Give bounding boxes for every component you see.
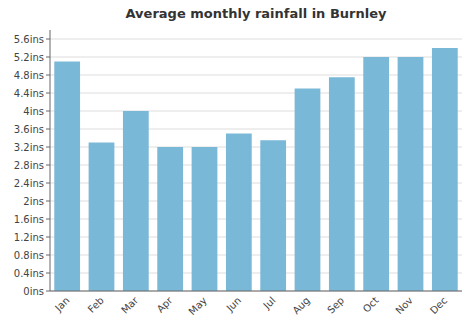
- tick-mark: [46, 147, 50, 148]
- tick-label: Feb: [86, 295, 106, 315]
- tick-label: Oct: [361, 295, 381, 315]
- grid-line: [50, 291, 462, 292]
- grid-line: [50, 39, 462, 40]
- tick-label: Sep: [325, 295, 346, 316]
- tick-mark: [46, 75, 50, 76]
- bar: [329, 77, 355, 291]
- tick-label: 1.6ins: [14, 214, 44, 225]
- tick-label: 0.4ins: [14, 268, 44, 279]
- tick-mark: [46, 273, 50, 274]
- tick-label: 2ins: [23, 196, 44, 207]
- tick-label: 4.8ins: [14, 70, 44, 81]
- tick-label: Mar: [119, 294, 141, 316]
- tick-mark: [46, 201, 50, 202]
- tick-mark: [46, 255, 50, 256]
- bar: [295, 89, 321, 292]
- chart: Average monthly rainfall in Burnley0ins0…: [0, 0, 474, 331]
- bar: [157, 147, 183, 291]
- tick-label: Nov: [393, 295, 415, 317]
- bar: [432, 48, 458, 291]
- bar: [192, 147, 218, 291]
- tick-label: Dec: [428, 295, 449, 316]
- tick-mark: [46, 183, 50, 184]
- chart-title: Average monthly rainfall in Burnley: [126, 6, 387, 21]
- y-axis: 0ins 0.4ins 0.8ins 1.2ins 1.6ins 2ins 2.4ins 2.…: [14, 34, 462, 297]
- tick-mark: [46, 93, 50, 94]
- tick-label: 0ins: [23, 286, 44, 297]
- tick-label: 5.2ins: [14, 52, 44, 63]
- tick-label: 1.2ins: [14, 232, 44, 243]
- tick-mark: [46, 57, 50, 58]
- x-axis: Jan Feb Mar Apr May Jun Jul Aug Sep Oct Nov Dec: [52, 294, 449, 317]
- x-axis-line: [50, 291, 462, 292]
- tick-mark: [46, 165, 50, 166]
- tick-label: 0.8ins: [14, 250, 44, 261]
- bar: [89, 143, 115, 292]
- tick-label: 2.4ins: [14, 178, 44, 189]
- tick-label: 4.4ins: [14, 88, 44, 99]
- tick-mark: [46, 111, 50, 112]
- bar: [123, 111, 149, 291]
- tick-mark: [46, 237, 50, 238]
- tick-mark: [46, 39, 50, 40]
- bar: [260, 140, 286, 291]
- chart-container: Average monthly rainfall in Burnley0ins0…: [0, 0, 474, 331]
- tick-mark: [46, 291, 50, 292]
- tick-label: 3.2ins: [14, 142, 44, 153]
- tick-label: Jul: [261, 295, 278, 312]
- bar: [363, 57, 389, 291]
- tick-label: Jan: [52, 295, 71, 314]
- tick-label: May: [187, 295, 209, 317]
- y-axis-line: [50, 30, 51, 291]
- bars: [54, 48, 457, 291]
- bar: [398, 57, 424, 291]
- tick-label: 5.6ins: [14, 34, 44, 45]
- tick-label: Apr: [155, 294, 176, 315]
- tick-mark: [46, 129, 50, 130]
- tick-label: 2.8ins: [14, 160, 44, 171]
- tick-label: 4ins: [23, 106, 44, 117]
- tick-label: Aug: [290, 295, 312, 317]
- bar: [226, 134, 252, 292]
- tick-label: 3.6ins: [14, 124, 44, 135]
- bar: [54, 62, 80, 292]
- tick-label: Jun: [224, 295, 244, 315]
- tick-mark: [46, 219, 50, 220]
